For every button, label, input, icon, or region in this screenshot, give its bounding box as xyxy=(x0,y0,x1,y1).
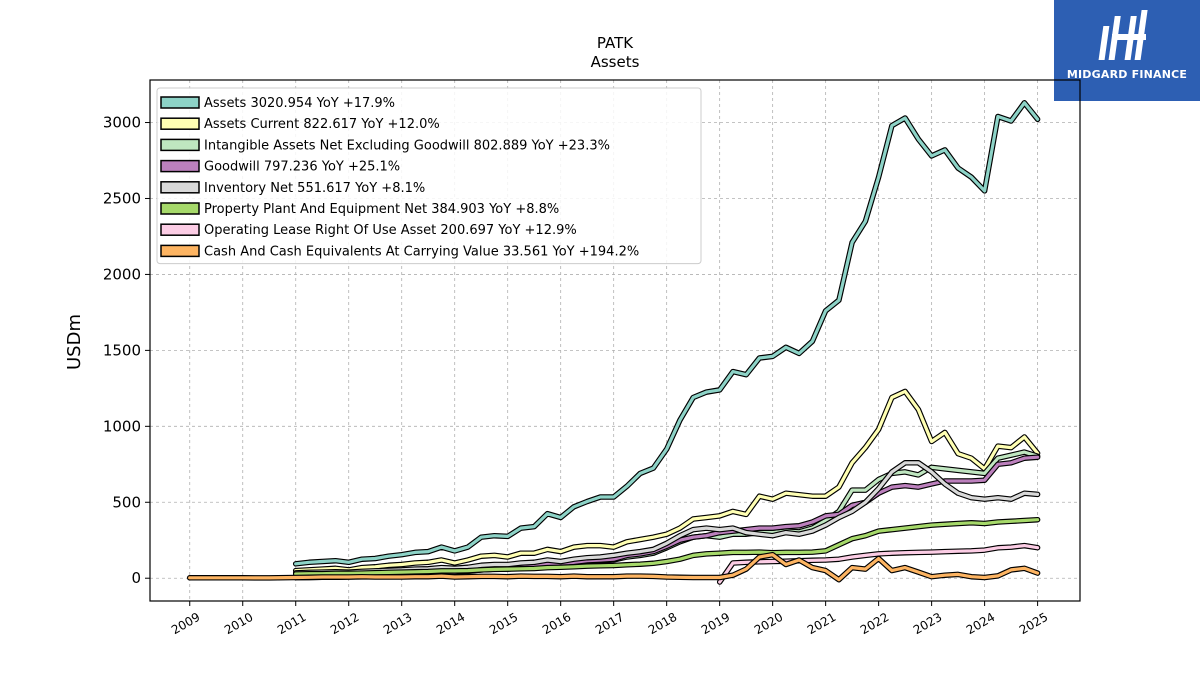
legend-swatch xyxy=(160,159,200,173)
x-axis-ticks: 2009 2010 2011 2012 2013 2014 2015 2016 2017 2018… xyxy=(169,601,1050,637)
brand-logo: MIDGARD FINANCE xyxy=(1054,0,1200,101)
legend-swatch xyxy=(160,117,200,130)
y-axis-label: USDm xyxy=(64,314,85,370)
legend-swatch xyxy=(160,181,200,194)
series-line xyxy=(188,553,1040,582)
x-tick-label: 2014 xyxy=(434,610,467,637)
chart-subtitle: Assets xyxy=(591,53,640,71)
legend-swatch xyxy=(160,223,200,236)
y-tick-label: 1000 xyxy=(103,417,141,435)
y-tick-label: 500 xyxy=(112,493,141,511)
x-tick-label: 2025 xyxy=(1017,610,1050,637)
legend-item: Operating Lease Right Of Use Asset 200.6… xyxy=(160,223,577,238)
x-tick-label: 2022 xyxy=(858,610,891,637)
series-assets-current xyxy=(292,388,1041,574)
series-line xyxy=(294,101,1040,566)
legend-swatch xyxy=(160,202,200,215)
x-tick-label: 2018 xyxy=(646,610,679,637)
legend: Assets 3020.954 YoY +17.9% Assets Current… xyxy=(156,87,702,265)
series-line xyxy=(718,543,1040,584)
legend-item: Cash And Cash Equivalents At Carrying Va… xyxy=(160,244,639,259)
plot-frame xyxy=(149,79,1081,602)
legend-swatch xyxy=(160,244,200,258)
x-tick-label: 2020 xyxy=(752,610,785,637)
x-tick-label: 2019 xyxy=(699,610,732,637)
x-tick-label: 2010 xyxy=(222,610,255,637)
series-lines xyxy=(186,100,1041,585)
series-operating-lease-right-of-use-asset xyxy=(716,542,1041,585)
x-tick-label: 2011 xyxy=(275,610,308,637)
series-line xyxy=(294,389,1040,573)
brand-name: MIDGARD FINANCE xyxy=(1066,68,1188,81)
x-tick-label: 2012 xyxy=(328,610,361,637)
legend-box xyxy=(156,87,702,265)
x-tick-label: 2017 xyxy=(593,610,626,637)
series-cash-and-cash-equivalents-at-carrying-value xyxy=(186,551,1041,583)
series-line xyxy=(294,518,1040,576)
series-property-plant-and-equipment-net xyxy=(292,516,1041,577)
legend-item: Property Plant And Equipment Net 384.903… xyxy=(160,202,559,217)
legend-item: Assets Current 822.617 YoY +12.0% xyxy=(160,117,440,132)
x-tick-label: 2023 xyxy=(911,610,944,637)
legend-label: Assets 3020.954 YoY +17.9% xyxy=(204,96,395,111)
legend-label: Intangible Assets Net Excluding Goodwill… xyxy=(204,138,610,153)
midgard-logo-icon xyxy=(1098,10,1148,60)
y-tick-label: 1500 xyxy=(103,341,141,359)
x-tick-label: 2024 xyxy=(964,610,997,637)
legend-swatch xyxy=(160,96,200,109)
legend-label: Property Plant And Equipment Net 384.903… xyxy=(204,202,559,217)
y-tick-label: 0 xyxy=(131,569,141,587)
legend-item: Inventory Net 551.617 YoY +8.1% xyxy=(160,181,425,196)
series-assets xyxy=(292,100,1041,567)
legend-label: Goodwill 797.236 YoY +25.1% xyxy=(204,160,400,175)
legend-label: Operating Lease Right Of Use Asset 200.6… xyxy=(204,223,577,238)
legend-item: Assets 3020.954 YoY +17.9% xyxy=(160,96,395,111)
x-tick-label: 2009 xyxy=(169,610,202,637)
x-tick-label: 2016 xyxy=(540,610,573,637)
legend-item: Goodwill 797.236 YoY +25.1% xyxy=(160,159,400,175)
y-tick-label: 2000 xyxy=(103,265,141,283)
x-tick-label: 2021 xyxy=(805,610,838,637)
y-tick-label: 3000 xyxy=(103,114,141,132)
legend-swatch xyxy=(160,138,200,152)
legend-item: Intangible Assets Net Excluding Goodwill… xyxy=(160,138,610,153)
x-tick-label: 2013 xyxy=(381,610,414,637)
y-tick-label: 2500 xyxy=(103,189,141,207)
legend-label: Cash And Cash Equivalents At Carrying Va… xyxy=(204,244,639,259)
x-tick-label: 2015 xyxy=(487,610,520,637)
chart-title: PATK xyxy=(597,34,634,52)
y-axis-ticks: 0 500 1000 1500 2000 2500 3000 xyxy=(103,114,150,587)
legend-label: Assets Current 822.617 YoY +12.0% xyxy=(204,117,440,132)
legend-label: Inventory Net 551.617 YoY +8.1% xyxy=(204,181,425,196)
